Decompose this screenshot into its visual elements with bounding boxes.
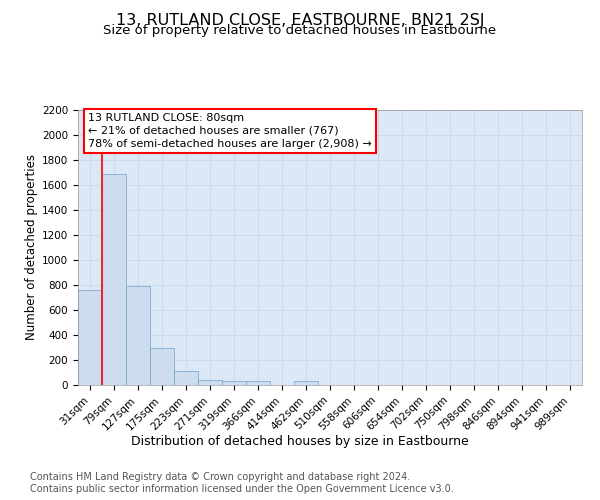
Bar bbox=[198, 380, 222, 385]
Bar bbox=[150, 348, 174, 385]
Bar bbox=[102, 174, 126, 385]
Text: 13 RUTLAND CLOSE: 80sqm
← 21% of detached houses are smaller (767)
78% of semi-d: 13 RUTLAND CLOSE: 80sqm ← 21% of detache… bbox=[88, 113, 372, 149]
Text: Contains public sector information licensed under the Open Government Licence v3: Contains public sector information licen… bbox=[30, 484, 454, 494]
Bar bbox=[78, 290, 102, 385]
Bar bbox=[246, 381, 270, 385]
Text: Distribution of detached houses by size in Eastbourne: Distribution of detached houses by size … bbox=[131, 435, 469, 448]
Text: Contains HM Land Registry data © Crown copyright and database right 2024.: Contains HM Land Registry data © Crown c… bbox=[30, 472, 410, 482]
Bar bbox=[222, 381, 246, 385]
Y-axis label: Number of detached properties: Number of detached properties bbox=[25, 154, 38, 340]
Text: Size of property relative to detached houses in Eastbourne: Size of property relative to detached ho… bbox=[103, 24, 497, 37]
Text: 13, RUTLAND CLOSE, EASTBOURNE, BN21 2SJ: 13, RUTLAND CLOSE, EASTBOURNE, BN21 2SJ bbox=[116, 12, 484, 28]
Bar bbox=[126, 286, 150, 385]
Bar bbox=[174, 370, 198, 385]
Bar bbox=[294, 381, 318, 385]
